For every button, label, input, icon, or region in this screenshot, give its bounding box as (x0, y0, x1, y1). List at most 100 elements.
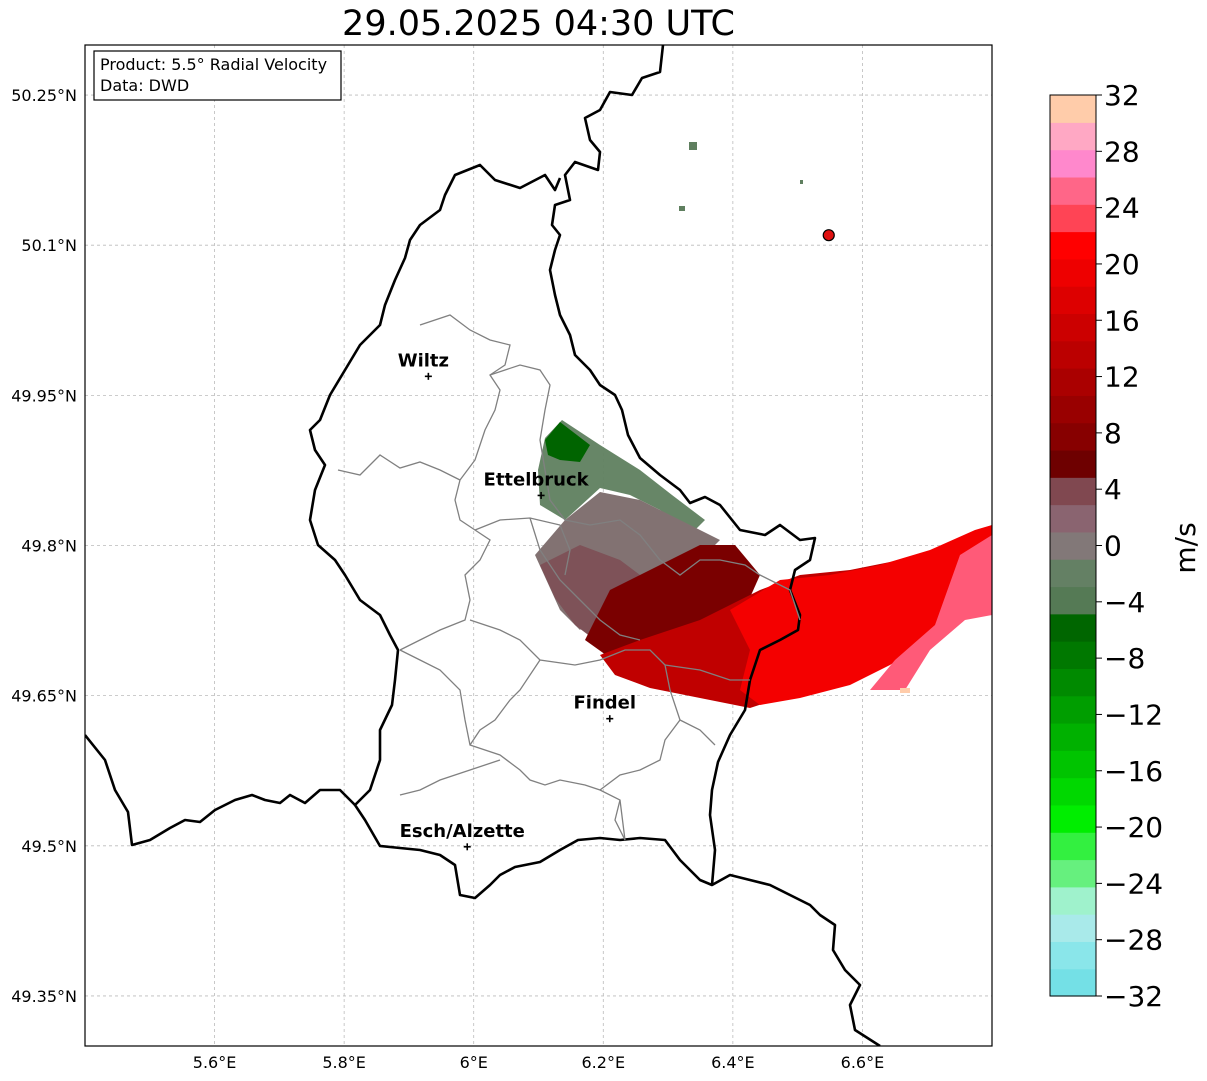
colorbar-segment (1050, 368, 1096, 396)
lat-tick-label: 49.95°N (11, 386, 77, 405)
lat-tick-label: 49.35°N (11, 987, 77, 1006)
colorbar-segment (1050, 504, 1096, 533)
colorbar-tick-label: −4 (1104, 586, 1145, 619)
city-label: Findel (573, 693, 636, 714)
city-label: Esch/Alzette (400, 821, 525, 842)
lon-tick-label: 6.4°E (711, 1053, 755, 1072)
colorbar-segment (1050, 722, 1096, 751)
colorbar-segment (1050, 695, 1096, 724)
lat-tick-label: 49.65°N (11, 687, 77, 706)
city-esch-alzette: Esch/Alzette (400, 821, 525, 851)
colorbar-segments (1050, 95, 1096, 997)
colorbar-segment (1050, 941, 1096, 970)
lon-tick-label: 5.8°E (322, 1053, 366, 1072)
colorbar-segment (1050, 422, 1096, 451)
colorbar-segment (1050, 95, 1096, 123)
echo-dark-green (545, 422, 590, 462)
radar-echo-layer (535, 142, 992, 708)
colorbar-segment (1050, 176, 1096, 205)
colorbar-segment (1050, 286, 1096, 315)
longitude-tick-labels: 5.6°E 5.8°E 6°E 6.2°E 6.4°E 6.6°E (193, 1053, 884, 1072)
radar-site-icon (822, 229, 835, 242)
lon-tick-label: 5.6°E (193, 1053, 237, 1072)
city-ettelbruck: Ettelbruck (484, 469, 590, 499)
colorbar-segment (1050, 531, 1096, 560)
colorbar-segment (1050, 395, 1096, 424)
radar-site-marker (822, 229, 835, 242)
colorbar-segment (1050, 149, 1096, 178)
lat-tick-label: 49.5°N (21, 837, 77, 856)
echo-darkred-band (585, 545, 760, 670)
colorbar-tick-label: 8 (1104, 417, 1122, 450)
colorbar-segment (1050, 258, 1096, 287)
colorbar-segment (1050, 750, 1096, 779)
colorbar-segment (1050, 668, 1096, 697)
echo-speck-3 (800, 180, 803, 184)
info-source: Data: DWD (100, 76, 189, 95)
colorbar-segment (1050, 613, 1096, 642)
colorbar-segment (1050, 449, 1096, 478)
colorbar-segment (1050, 832, 1096, 861)
colorbar-tick-label: −12 (1104, 698, 1163, 731)
colorbar-tick-labels: 32 28 24 20 16 12 8 4 0 −4 −8 −12 −16 −20 −24 −28 −32 (1096, 79, 1163, 1013)
colorbar-tick-label: 0 (1104, 530, 1122, 563)
echo-speck-4 (900, 688, 910, 693)
colorbar-tick-label: 20 (1104, 248, 1140, 281)
city-layer: Wiltz Ettelbruck Findel Esch/Alzette (398, 350, 636, 851)
colorbar-tick-label: 32 (1104, 79, 1140, 112)
lat-tick-label: 49.8°N (21, 537, 77, 556)
lat-tick-label: 50.1°N (21, 236, 77, 255)
canton-borders (337, 314, 801, 841)
echo-pink-edge (870, 535, 992, 690)
map-frame (84, 44, 993, 1047)
colorbar-tick-label: 24 (1104, 192, 1140, 225)
city-wiltz: Wiltz (398, 350, 449, 380)
colorbar-segment (1050, 477, 1096, 506)
colorbar-tick-label: 28 (1104, 135, 1140, 168)
neighbor-border-west (85, 734, 356, 847)
colorbar-segment (1050, 122, 1096, 151)
colorbar-tick-label: −32 (1104, 980, 1163, 1013)
colorbar-segment (1050, 804, 1096, 833)
colorbar-tick-label: −24 (1104, 867, 1163, 900)
colorbar-tick-label: −8 (1104, 642, 1145, 675)
lat-tick-label: 50.25°N (11, 86, 77, 105)
map-title: 29.05.2025 04:30 UTC (342, 4, 735, 44)
lon-tick-label: 6.2°E (582, 1053, 626, 1072)
colorbar-segment (1050, 777, 1096, 806)
colorbar-tick-label: 4 (1104, 473, 1122, 506)
lon-tick-label: 6.6°E (841, 1053, 885, 1072)
colorbar-segment (1050, 559, 1096, 588)
city-findel: Findel (573, 693, 636, 723)
colorbar: 32 28 24 20 16 12 8 4 0 −4 −8 −12 −16 −20 −24 −28 −32 m/… (1049, 79, 1202, 1013)
echo-speck-1 (689, 142, 697, 150)
echo-mauve-band (540, 545, 640, 640)
info-box: Product: 5.5° Radial Velocity Data: DWD (93, 50, 342, 101)
colorbar-segment (1050, 886, 1096, 915)
colorbar-segment (1050, 914, 1096, 942)
colorbar-tick-label: −28 (1104, 924, 1163, 957)
city-label: Wiltz (398, 350, 449, 371)
city-label: Ettelbruck (484, 469, 590, 490)
colorbar-segment (1050, 231, 1096, 260)
colorbar-tick-label: 12 (1104, 361, 1140, 394)
echo-speck-2 (679, 206, 685, 211)
colorbar-segment (1050, 313, 1096, 342)
colorbar-segment (1050, 968, 1096, 997)
colorbar-unit-label: m/s (1169, 522, 1202, 573)
colorbar-segment (1050, 586, 1096, 615)
colorbar-tick-label: 16 (1104, 304, 1140, 337)
colorbar-segment (1050, 204, 1096, 233)
colorbar-segment (1050, 641, 1096, 669)
colorbar-tick-label: −20 (1104, 811, 1163, 844)
info-box-frame (93, 50, 342, 101)
colorbar-segment (1050, 340, 1096, 369)
lon-tick-label: 6°E (460, 1053, 488, 1072)
colorbar-tick-label: −16 (1104, 755, 1163, 788)
info-product: Product: 5.5° Radial Velocity (100, 55, 327, 74)
colorbar-segment (1050, 859, 1096, 888)
latitude-tick-labels: 50.25°N 50.1°N 49.95°N 49.8°N 49.65°N 49.5°N 4… (11, 86, 77, 1006)
luxembourg-border (308, 45, 817, 900)
neighbor-border-southeast (711, 873, 881, 1046)
